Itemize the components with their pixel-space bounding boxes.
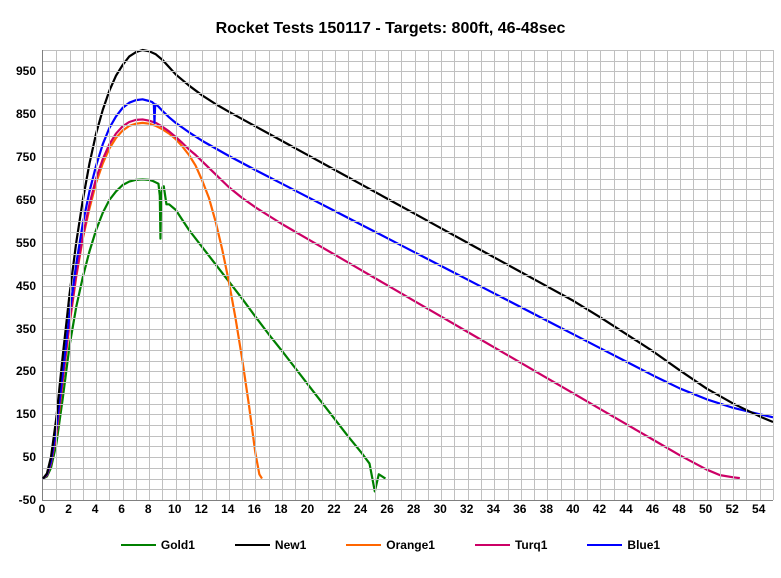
x-tick-label: 30 bbox=[433, 502, 446, 516]
legend-swatch bbox=[346, 544, 381, 546]
x-tick-label: 18 bbox=[274, 502, 287, 516]
x-tick-label: 4 bbox=[92, 502, 99, 516]
y-tick-label: 950 bbox=[0, 64, 36, 78]
y-tick-label: 750 bbox=[0, 150, 36, 164]
legend-label: New1 bbox=[275, 538, 306, 552]
y-tick-label: 50 bbox=[0, 450, 36, 464]
y-tick-label: 550 bbox=[0, 236, 36, 250]
x-tick-label: 48 bbox=[672, 502, 685, 516]
chart-title: Rocket Tests 150117 - Targets: 800ft, 46… bbox=[0, 20, 781, 38]
x-tick-label: 24 bbox=[354, 502, 367, 516]
y-tick-label: 350 bbox=[0, 322, 36, 336]
x-tick-label: 38 bbox=[540, 502, 553, 516]
x-tick-label: 20 bbox=[301, 502, 314, 516]
x-tick-label: 34 bbox=[487, 502, 500, 516]
legend-label: Blue1 bbox=[627, 538, 660, 552]
legend: Gold1 New1 Orange1 Turq1 Blue1 bbox=[0, 538, 781, 552]
x-tick-label: 22 bbox=[327, 502, 340, 516]
x-tick-label: 46 bbox=[646, 502, 659, 516]
y-tick-label: -50 bbox=[0, 493, 36, 507]
y-tick-label: 850 bbox=[0, 107, 36, 121]
legend-swatch bbox=[587, 544, 622, 546]
x-tick-label: 42 bbox=[593, 502, 606, 516]
x-tick-label: 44 bbox=[619, 502, 632, 516]
legend-item-gold1: Gold1 bbox=[121, 538, 195, 552]
x-tick-label: 52 bbox=[725, 502, 738, 516]
y-tick-label: 650 bbox=[0, 193, 36, 207]
legend-item-orange1: Orange1 bbox=[346, 538, 435, 552]
legend-swatch bbox=[235, 544, 270, 546]
y-tick-label: 150 bbox=[0, 407, 36, 421]
y-tick-label: 250 bbox=[0, 364, 36, 378]
x-tick-label: 12 bbox=[195, 502, 208, 516]
legend-item-new1: New1 bbox=[235, 538, 306, 552]
legend-swatch bbox=[121, 544, 156, 546]
legend-label: Turq1 bbox=[515, 538, 547, 552]
legend-item-turq1: Turq1 bbox=[475, 538, 547, 552]
legend-item-blue1: Blue1 bbox=[587, 538, 660, 552]
x-tick-label: 10 bbox=[168, 502, 181, 516]
legend-swatch bbox=[475, 544, 510, 546]
chart-container: Rocket Tests 150117 - Targets: 800ft, 46… bbox=[0, 0, 781, 578]
x-tick-label: 40 bbox=[566, 502, 579, 516]
x-tick-label: 26 bbox=[380, 502, 393, 516]
x-tick-label: 2 bbox=[65, 502, 72, 516]
plot-area bbox=[42, 50, 773, 501]
x-tick-label: 0 bbox=[39, 502, 46, 516]
x-tick-label: 36 bbox=[513, 502, 526, 516]
x-tick-label: 14 bbox=[221, 502, 234, 516]
y-tick-label: 450 bbox=[0, 279, 36, 293]
legend-label: Gold1 bbox=[161, 538, 195, 552]
x-tick-label: 8 bbox=[145, 502, 152, 516]
x-tick-label: 28 bbox=[407, 502, 420, 516]
x-tick-label: 16 bbox=[248, 502, 261, 516]
x-tick-label: 32 bbox=[460, 502, 473, 516]
x-tick-label: 54 bbox=[752, 502, 765, 516]
x-tick-label: 50 bbox=[699, 502, 712, 516]
x-tick-label: 6 bbox=[118, 502, 125, 516]
legend-label: Orange1 bbox=[386, 538, 435, 552]
